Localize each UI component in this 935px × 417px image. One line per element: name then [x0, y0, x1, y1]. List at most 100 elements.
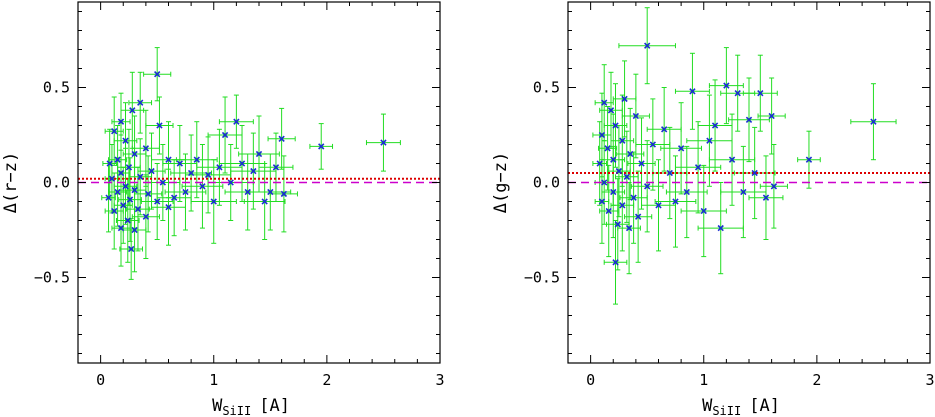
left-x-tick-label: 3: [435, 371, 444, 389]
left-x-tick-label: 0: [96, 371, 105, 389]
left-data-point: [176, 160, 183, 167]
left-data-point: [216, 164, 223, 171]
left-panel: 0 1 2 3 0.5 0.0 −0.5 WSiII [A] Δ(r−z): [1, 1, 445, 417]
left-data-point: [187, 169, 195, 177]
right-data-point: [612, 122, 619, 129]
left-data-point: [117, 224, 125, 232]
right-data-point: [660, 126, 668, 133]
right-data-point: [728, 156, 736, 163]
right-data-point: [638, 160, 645, 167]
right-y-tick-label: −0.5: [524, 269, 560, 287]
right-data-point: [723, 82, 730, 89]
left-data-point: [137, 99, 144, 106]
right-data-point: [601, 179, 608, 186]
left-data-point: [131, 186, 138, 194]
right-data-point: [627, 150, 634, 158]
left-data-point: [106, 160, 113, 167]
right-data-point: [598, 198, 606, 205]
right-panel: 0 1 2 3 0.5 0.0 −0.5 WSiII [A] Δ(g−z): [491, 1, 935, 417]
left-data-point: [114, 156, 121, 163]
left-data-point: [199, 183, 206, 190]
left-data-point: [267, 188, 274, 196]
left-data-point: [131, 150, 138, 158]
left-data-point: [170, 194, 178, 201]
right-y-tick-label: 0.0: [533, 174, 560, 192]
left-y-tick-label: 0.5: [43, 79, 70, 97]
left-data-point: [182, 188, 189, 196]
left-data-point: [117, 169, 125, 177]
right-x-tick-label: 2: [812, 371, 821, 389]
left-data-point: [142, 145, 150, 152]
right-data-point: [623, 173, 630, 180]
right-data-point: [689, 88, 696, 95]
left-data-point: [129, 107, 136, 114]
left-tick-labels: 0 1 2 3 0.5 0.0 −0.5: [34, 79, 445, 390]
left-data-point: [221, 131, 229, 139]
right-data-point: [805, 156, 813, 163]
left-data-point: [255, 150, 263, 158]
right-data-point: [614, 221, 621, 228]
left-data-point: [142, 213, 150, 220]
left-data-point: [261, 198, 268, 205]
right-data-point: [607, 107, 615, 114]
right-data-point: [619, 202, 626, 209]
right-data-point: [625, 224, 633, 232]
right-data-point: [757, 90, 764, 97]
right-data-point: [655, 202, 662, 209]
right-ticks: [567, 2, 931, 363]
left-data-point: [238, 160, 246, 167]
right-data-point: [740, 188, 747, 196]
right-data-point: [644, 183, 651, 190]
right-data-point: [711, 122, 719, 129]
right-y-axis-label: Δ(g−z): [491, 152, 511, 213]
right-x-tick-label: 1: [699, 371, 708, 389]
right-data-point: [706, 137, 713, 144]
right-data-point: [632, 112, 640, 120]
right-tick-labels: 0 1 2 3 0.5 0.0 −0.5: [524, 79, 935, 390]
right-data-point: [612, 259, 619, 266]
right-data-point: [619, 137, 626, 144]
right-data-point: [745, 116, 753, 123]
right-data-point: [601, 99, 608, 106]
right-data-point: [630, 194, 637, 201]
right-y-tick-label: 0.5: [533, 79, 560, 97]
right-data-point: [634, 213, 642, 220]
right-data-point: [768, 112, 775, 120]
left-data-point: [111, 207, 118, 215]
right-data-point: [596, 160, 603, 167]
right-data-point: [683, 188, 690, 196]
right-data-point: [621, 95, 628, 103]
left-data-point: [272, 164, 280, 171]
left-data-point: [227, 179, 234, 186]
right-data-point: [762, 194, 770, 201]
left-data-point: [117, 118, 125, 125]
left-data-point: [122, 137, 129, 144]
left-x-tick-label: 2: [322, 371, 331, 389]
left-data-point: [131, 226, 138, 234]
left-data-point: [120, 202, 127, 209]
left-data-point: [137, 173, 144, 180]
left-data-point: [114, 188, 121, 196]
right-data-point: [672, 198, 679, 205]
right-data-point: [649, 141, 657, 148]
left-data-point: [318, 143, 325, 150]
right-data-points: [596, 42, 877, 266]
left-data-point: [278, 135, 285, 142]
right-data-point: [700, 207, 707, 215]
right-data-point: [610, 156, 617, 163]
left-data-points: [105, 71, 387, 253]
left-data-point: [125, 164, 133, 171]
left-data-point: [124, 217, 131, 224]
left-ticks: [77, 2, 441, 363]
right-data-point: [717, 224, 724, 232]
left-data-point: [111, 128, 118, 135]
right-data-point: [610, 188, 617, 196]
left-data-point: [210, 198, 217, 205]
left-data-point: [159, 179, 167, 186]
right-data-point: [694, 164, 702, 171]
right-x-tick-label: 0: [586, 371, 595, 389]
left-data-point: [204, 171, 212, 179]
left-data-point: [250, 167, 257, 175]
left-data-point: [126, 196, 134, 203]
